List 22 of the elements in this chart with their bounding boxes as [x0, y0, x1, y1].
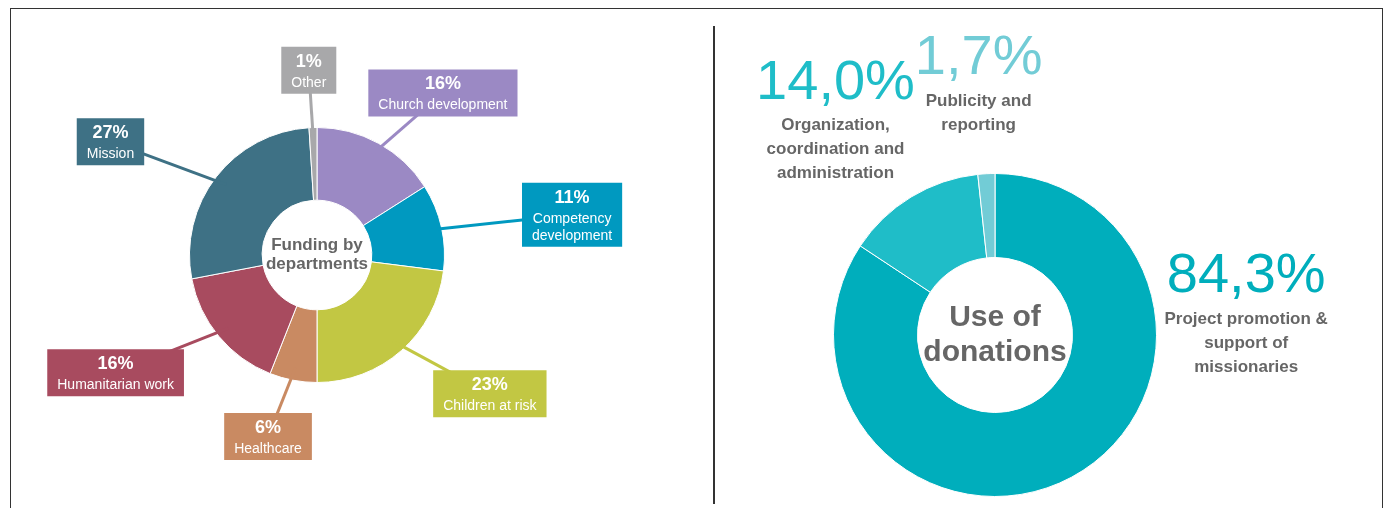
data-label: 1% — [295, 50, 322, 71]
data-label: 23% — [471, 374, 508, 395]
slice-label: Competency development — [531, 209, 613, 243]
slice-label: Organization, coordination and administration — [766, 114, 905, 182]
slice-label: Other — [291, 73, 327, 90]
slice-label: Mission — [86, 145, 135, 162]
data-label: 27% — [92, 122, 129, 143]
data-label: 16% — [97, 353, 134, 374]
slice-label: Healthcare — [234, 439, 303, 456]
data-label: 1,7% — [914, 23, 1043, 87]
data-label: 14,0% — [756, 47, 915, 111]
data-label: 16% — [424, 73, 461, 94]
data-label: 6% — [255, 417, 282, 438]
slice-label: Humanitarian work — [57, 376, 175, 393]
text: Use of donations — [923, 299, 1067, 367]
slice-label: Church development — [378, 96, 508, 113]
data-label: 11% — [554, 186, 590, 207]
text: Funding by departments — [265, 234, 369, 274]
data-label: 84,3% — [1166, 241, 1326, 305]
slice-label: Project promotion & support of missionaries — [1164, 308, 1328, 376]
slice-label: Publicity and reporting — [925, 90, 1032, 134]
slice-label: Children at risk — [443, 397, 538, 414]
